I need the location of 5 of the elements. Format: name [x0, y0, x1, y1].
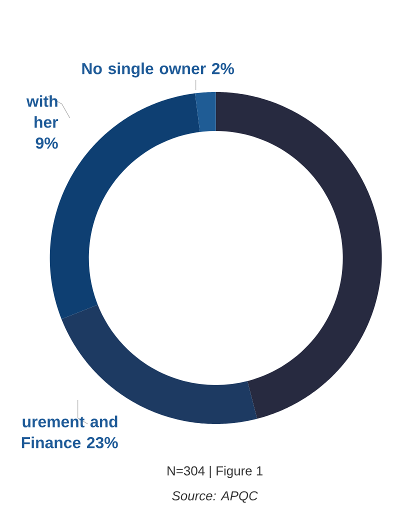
text: N=304 | Figure 1 — [168, 466, 263, 478]
slice-label: urement and Finance 23% — [22, 416, 118, 448]
source-note: Source: APQC — [172, 491, 258, 503]
slice-label: with her 9% — [26, 95, 58, 149]
slice-label: No single owner 2% — [82, 62, 234, 78]
